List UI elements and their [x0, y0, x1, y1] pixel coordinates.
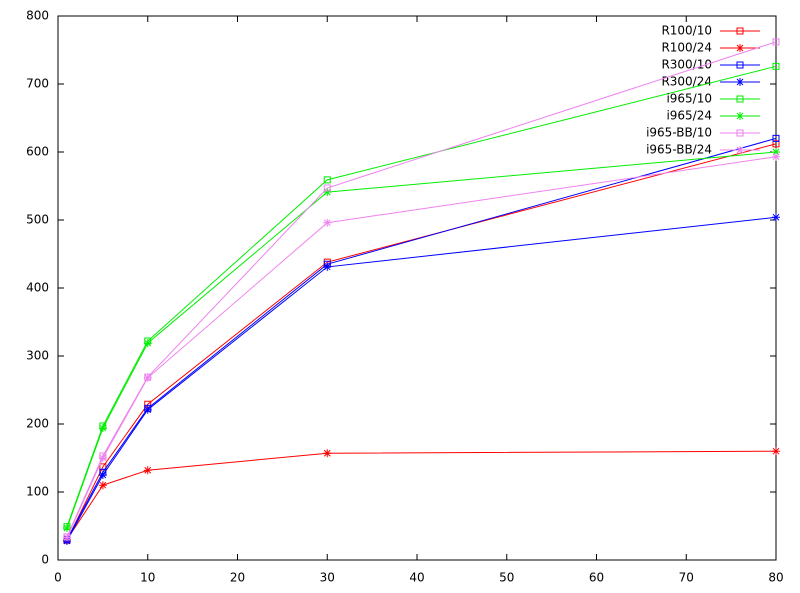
- x-tick-label: 20: [230, 571, 245, 585]
- y-tick-label: 100: [26, 485, 49, 499]
- marker: [98, 424, 107, 433]
- legend-label: i965/24: [666, 109, 712, 123]
- marker: [143, 339, 152, 348]
- legend-label: R100/24: [661, 41, 712, 55]
- marker: [736, 129, 744, 137]
- marker: [736, 146, 744, 154]
- legend-label: i965-BB/10: [646, 126, 712, 140]
- marker: [323, 262, 332, 271]
- marker: [736, 112, 744, 120]
- marker: [772, 447, 780, 456]
- marker: [772, 152, 780, 161]
- x-tick-label: 40: [409, 571, 424, 585]
- marker: [143, 466, 152, 475]
- marker: [736, 95, 744, 103]
- marker: [772, 148, 780, 156]
- y-tick-label: 700: [26, 77, 49, 91]
- marker: [772, 140, 780, 148]
- x-tick-label: 10: [140, 571, 155, 585]
- x-tick-label: 0: [54, 571, 62, 585]
- marker: [98, 454, 107, 462]
- marker: [323, 176, 331, 184]
- marker: [772, 62, 780, 70]
- marker: [62, 533, 71, 542]
- marker: [99, 452, 107, 460]
- marker: [323, 449, 332, 458]
- marker: [98, 471, 107, 479]
- x-tick-label: 80: [768, 571, 783, 585]
- marker: [323, 184, 331, 192]
- marker: [736, 27, 744, 35]
- x-tick-label: 60: [589, 571, 604, 585]
- marker: [736, 44, 744, 52]
- marker: [143, 373, 152, 382]
- marker: [144, 337, 152, 345]
- marker: [323, 188, 332, 197]
- legend-label: R300/24: [661, 75, 712, 89]
- y-tick-label: 600: [26, 145, 49, 159]
- y-tick-label: 200: [26, 417, 49, 431]
- legend-label: i965/10: [666, 92, 712, 106]
- marker: [323, 218, 332, 227]
- marker: [99, 422, 107, 430]
- legend-label: R300/10: [661, 58, 712, 72]
- marker: [772, 134, 780, 142]
- legend-label: i965-BB/24: [646, 143, 712, 157]
- series-line: [66, 450, 777, 540]
- y-tick-label: 300: [26, 349, 49, 363]
- legend-label: R100/10: [661, 24, 712, 38]
- y-tick-label: 800: [26, 9, 49, 23]
- x-tick-label: 30: [320, 571, 335, 585]
- marker: [98, 481, 107, 490]
- y-tick-label: 500: [26, 213, 49, 227]
- x-tick-label: 70: [679, 571, 694, 585]
- marker: [736, 78, 744, 86]
- x-tick-label: 50: [499, 571, 514, 585]
- marker: [143, 405, 152, 414]
- y-tick-label: 0: [41, 553, 49, 567]
- marker: [772, 213, 780, 222]
- series-line: [66, 137, 777, 540]
- marker: [772, 38, 780, 46]
- y-tick-label: 400: [26, 281, 49, 295]
- marker: [62, 524, 71, 533]
- series-line: [66, 156, 777, 538]
- marker: [736, 61, 744, 69]
- series-line: [66, 216, 777, 542]
- series-line: [66, 143, 777, 541]
